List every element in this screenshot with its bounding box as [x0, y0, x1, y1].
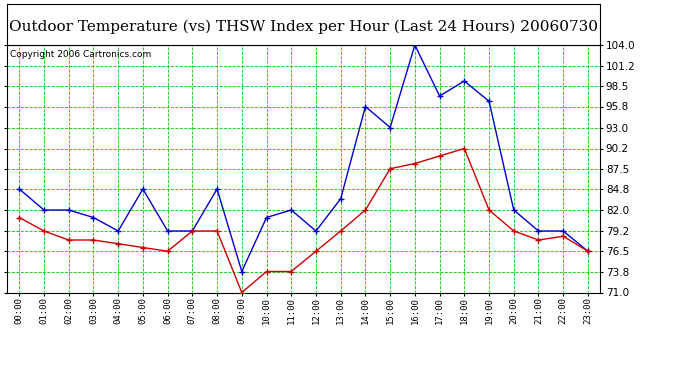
Text: Outdoor Temperature (vs) THSW Index per Hour (Last 24 Hours) 20060730: Outdoor Temperature (vs) THSW Index per …	[9, 19, 598, 34]
Text: Copyright 2006 Cartronics.com: Copyright 2006 Cartronics.com	[10, 50, 151, 59]
